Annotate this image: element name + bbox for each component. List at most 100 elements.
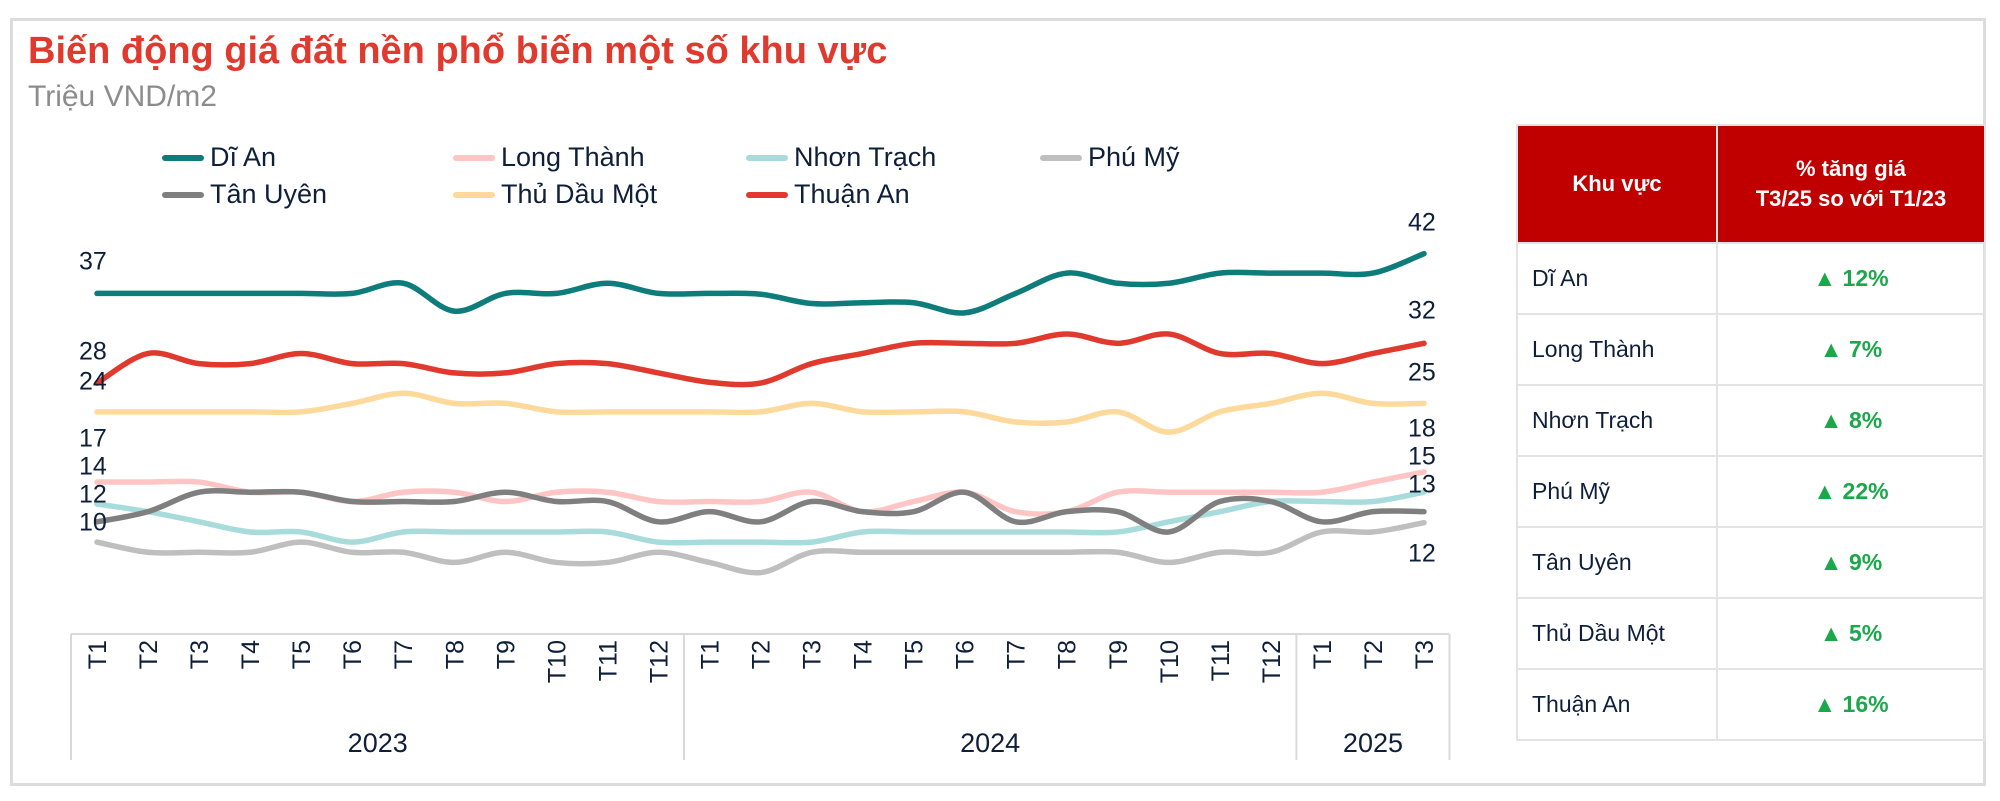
x-tick-label: T10	[543, 640, 571, 683]
header-change: % tăng giá T3/25 so với T1/23	[1716, 124, 1986, 244]
x-tick-label: T8	[1054, 640, 1082, 669]
change-cell: ▲ 22%	[1716, 455, 1986, 528]
legend-swatch	[162, 191, 204, 198]
end-value-label: 18	[1408, 415, 1436, 443]
x-tick-label: T9	[1105, 640, 1133, 669]
x-tick-label: T9	[492, 640, 520, 669]
x-tick-label: T4	[850, 640, 878, 669]
legend-item: Thủ Dầu Một	[453, 179, 657, 210]
header-change-line1: % tăng giá	[1795, 156, 1906, 181]
change-cell: ▲ 7%	[1716, 313, 1986, 386]
end-value-label: 32	[1408, 297, 1436, 325]
x-tick-label: T11	[1207, 640, 1235, 681]
legend-item: Phú Mỹ	[1040, 142, 1180, 173]
x-tick-label: T3	[1411, 640, 1439, 669]
legend-label: Long Thành	[501, 142, 645, 172]
end-value-label: 13	[1408, 471, 1436, 499]
x-tick-label: T1	[1309, 640, 1337, 669]
year-label: 2023	[348, 728, 408, 758]
legend-item: Tân Uyên	[162, 179, 327, 210]
table-row: Long Thành ▲ 7%	[1516, 313, 1986, 386]
x-tick-label: T11	[594, 640, 622, 681]
legend-swatch	[1040, 154, 1082, 161]
area-cell: Long Thành	[1516, 313, 1718, 386]
chart-subtitle: Triệu VND/m2	[28, 80, 217, 113]
series-line	[94, 250, 1427, 316]
table-row: Dĩ An ▲ 12%	[1516, 242, 1986, 315]
x-tick-label: T6	[339, 640, 367, 669]
change-cell: ▲ 16%	[1716, 668, 1986, 741]
x-tick-label: T2	[748, 640, 776, 669]
legend-label: Tân Uyên	[210, 179, 328, 209]
start-value-label: 14	[79, 453, 107, 481]
x-tick-label: T8	[441, 640, 469, 669]
x-tick-label: T12	[1258, 640, 1286, 683]
legend-swatch	[746, 191, 788, 198]
legend-label: Thủ Dầu Một	[501, 179, 658, 209]
legend-item: Long Thành	[453, 142, 645, 173]
area-cell: Thủ Dầu Một	[1516, 597, 1718, 670]
legend-item: Nhơn Trạch	[746, 142, 936, 173]
end-value-label: 25	[1408, 359, 1436, 387]
start-value-label: 10	[79, 509, 107, 537]
table-row: Nhơn Trạch ▲ 8%	[1516, 384, 1986, 457]
header-change-line2: T3/25 so với T1/23	[1755, 186, 1947, 211]
change-table: Khu vực % tăng giá T3/25 so với T1/23 Dĩ …	[1516, 124, 1986, 741]
change-cell: ▲ 12%	[1716, 242, 1986, 315]
start-value-label: 24	[79, 368, 107, 396]
table-header-row: Khu vực % tăng giá T3/25 so với T1/23	[1516, 124, 1986, 244]
x-tick-label: T7	[1003, 640, 1031, 669]
legend-label: Dĩ An	[210, 142, 277, 172]
series-line	[94, 390, 1427, 435]
area-cell: Thuận An	[1516, 668, 1718, 741]
x-tick-label: T3	[799, 640, 827, 669]
legend-label: Phú Mỹ	[1088, 142, 1180, 172]
table-row: Thuận An ▲ 16%	[1516, 668, 1986, 741]
table-row: Phú Mỹ ▲ 22%	[1516, 455, 1986, 528]
x-tick-label: T5	[901, 640, 929, 669]
series-line	[94, 331, 1427, 388]
x-tick-label: T6	[952, 640, 980, 669]
legend-item: Dĩ An	[162, 142, 276, 173]
legend-item: Thuận An	[746, 179, 910, 210]
start-value-label: 12	[79, 481, 107, 509]
change-cell: ▲ 8%	[1716, 384, 1986, 457]
x-tick-label: T1	[84, 640, 112, 669]
year-label: 2024	[960, 728, 1020, 758]
table-row: Thủ Dầu Một ▲ 5%	[1516, 597, 1986, 670]
legend-label: Nhơn Trạch	[794, 142, 937, 172]
x-tick-label: T4	[237, 640, 265, 669]
x-tick-label: T3	[186, 640, 214, 669]
change-cell: ▲ 5%	[1716, 597, 1986, 670]
area-cell: Phú Mỹ	[1516, 455, 1718, 528]
x-tick-label: T10	[1156, 640, 1184, 683]
x-tick-label: T2	[1360, 640, 1388, 669]
start-value-label: 28	[79, 338, 107, 366]
x-tick-label: T2	[135, 640, 163, 669]
area-cell: Tân Uyên	[1516, 526, 1718, 599]
chart-title: Biến động giá đất nền phổ biến một số kh…	[28, 30, 888, 72]
end-value-label: 42	[1408, 209, 1436, 237]
area-cell: Nhơn Trạch	[1516, 384, 1718, 457]
change-cell: ▲ 9%	[1716, 526, 1986, 599]
series-line	[94, 488, 1427, 535]
legend-swatch	[746, 154, 788, 161]
series-line	[94, 519, 1427, 576]
x-tick-label: T5	[288, 640, 316, 669]
end-value-label: 12	[1408, 540, 1436, 568]
table-row: Tân Uyên ▲ 9%	[1516, 526, 1986, 599]
area-cell: Dĩ An	[1516, 242, 1718, 315]
x-tick-label: T12	[645, 640, 673, 683]
start-value-label: 37	[79, 248, 107, 276]
series-line	[94, 489, 1427, 546]
x-tick-label: T7	[390, 640, 418, 669]
end-value-label: 15	[1408, 443, 1436, 471]
legend-swatch	[162, 154, 204, 161]
legend-swatch	[453, 191, 495, 198]
x-tick-label: T1	[696, 640, 724, 669]
header-area: Khu vực	[1516, 124, 1718, 244]
legend-swatch	[453, 154, 495, 161]
legend-label: Thuận An	[794, 179, 910, 209]
start-value-label: 17	[79, 425, 107, 453]
